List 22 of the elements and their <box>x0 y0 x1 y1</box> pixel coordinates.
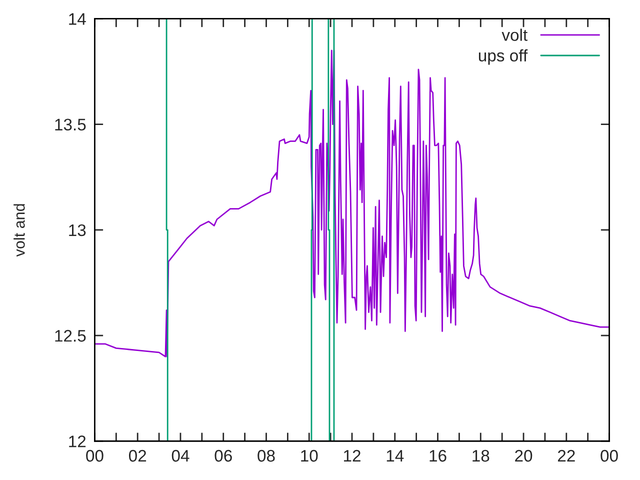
x-tick-label: 04 <box>172 450 190 462</box>
y-tick-label: 14 <box>69 13 86 25</box>
x-tick-label: 18 <box>472 450 490 462</box>
x-tick-label: 20 <box>515 450 532 462</box>
legend-label: ups off <box>478 49 528 65</box>
x-tick-label: 10 <box>301 450 318 462</box>
y-tick-label: 13.5 <box>55 118 86 131</box>
line-series <box>94 50 610 358</box>
legend-label: volt <box>502 28 528 41</box>
x-tick-label: 22 <box>558 450 575 462</box>
x-tick-label: 00 <box>600 450 618 462</box>
x-tick-label: 02 <box>128 450 146 462</box>
x-tick-label: 16 <box>430 450 446 462</box>
y-tick-label: 13 <box>69 224 86 236</box>
y-tick-label: 12.5 <box>55 330 86 342</box>
x-tick-label: 08 <box>258 450 275 462</box>
x-tick-label: 06 <box>214 450 232 462</box>
y-axis-title: volt and <box>14 204 25 257</box>
x-tick-label: 12 <box>344 450 360 462</box>
y-tick-label: 12 <box>69 436 86 448</box>
x-tick-label: 00 <box>86 450 104 462</box>
x-tick-label: 14 <box>386 450 404 462</box>
